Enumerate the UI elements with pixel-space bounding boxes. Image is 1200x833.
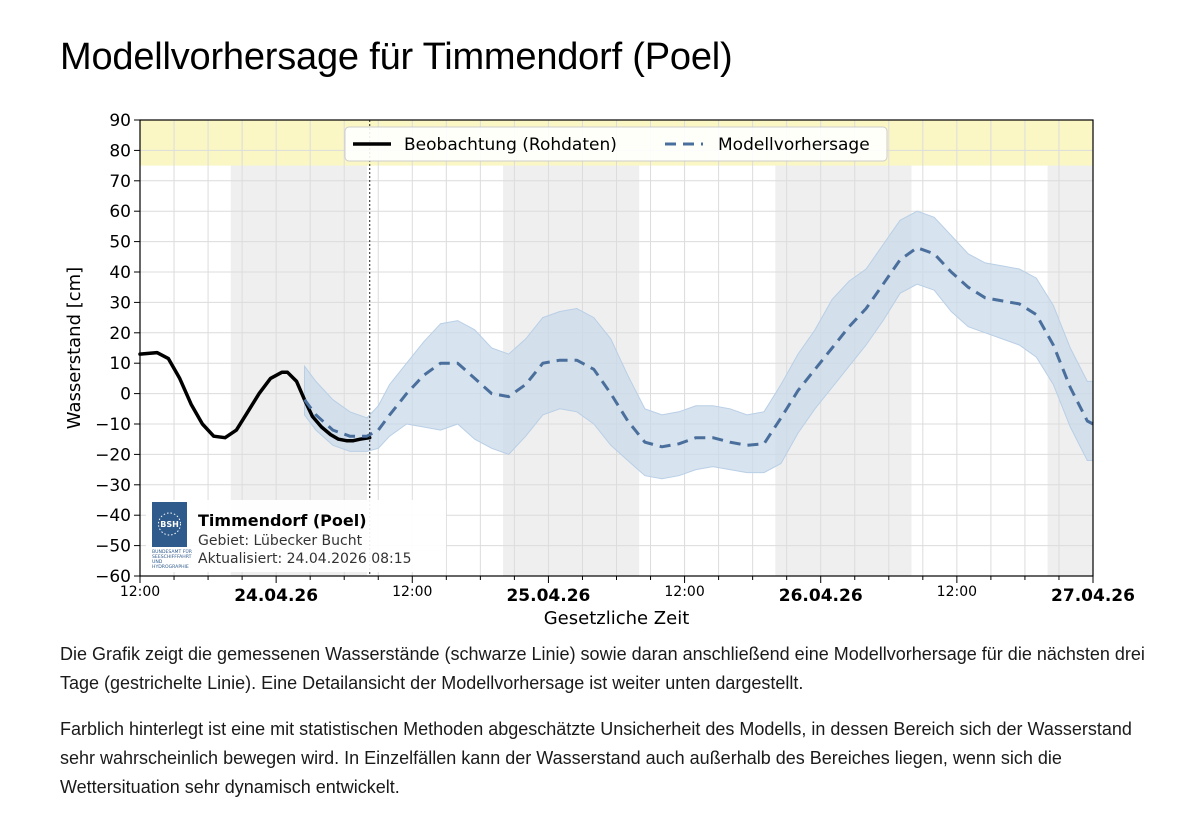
info-station-name: Timmendorf (Poel) (198, 511, 367, 530)
legend-box (344, 126, 888, 162)
bsh-logo-icon (152, 502, 187, 547)
y-tick-label: −60 (95, 567, 131, 587)
x-tick-label: 25.04.26 (506, 586, 590, 606)
info-area: Gebiet: Lübecker Bucht (198, 533, 363, 549)
y-tick-label: 60 (109, 202, 131, 222)
y-tick-label: 20 (109, 324, 131, 344)
info-box-bg (146, 500, 446, 572)
x-tick-label: 12:00 (664, 584, 704, 600)
y-tick-label: 0 (120, 385, 131, 405)
y-tick-label: 80 (109, 141, 131, 161)
x-tick-label: 12:00 (392, 584, 432, 600)
y-tick-label: 70 (109, 172, 131, 192)
forecast-line (303, 246, 1094, 449)
y-tick-label: −40 (95, 506, 131, 526)
description-paragraph-2: Farblich hinterlegt ist eine mit statist… (60, 719, 1132, 797)
y-tick-label: 30 (109, 293, 131, 313)
x-tick-label: 27.04.26 (1051, 586, 1135, 606)
y-tick-label: 40 (109, 263, 131, 283)
x-tick-label: 12:00 (120, 584, 160, 600)
x-tick-label: 12:00 (937, 584, 977, 600)
water-level-chart: 9080706050403020100−10−20−30−40−50−6012:… (64, 111, 1135, 629)
bsh-logo-ring (158, 512, 181, 536)
y-tick-label: −20 (95, 445, 131, 465)
y-tick-label: −30 (95, 476, 131, 496)
observation-line (138, 350, 372, 443)
legend-label-forecast: Modellvorhersage (718, 135, 870, 155)
page-title: Modellvorhersage für Timmendorf (Poel) (60, 36, 733, 78)
bsh-logo-text: BSH (160, 520, 179, 529)
bsh-logo-caption: BUNDESAMT FÜR SEESCHIFFFAHRT UND HYDROGRAPH… (152, 548, 193, 570)
y-tick-label: 10 (109, 354, 131, 374)
y-tick-label: −10 (95, 415, 131, 435)
description-paragraph-1: Die Grafik zeigt die gemessenen Wasserst… (60, 644, 1145, 693)
x-tick-label: 26.04.26 (779, 586, 863, 606)
y-axis-title: Wasserstand [cm] (64, 267, 85, 429)
info-updated: Aktualisiert: 24.04.2026 08:15 (198, 551, 412, 567)
y-tick-label: 50 (109, 233, 131, 253)
legend: Beobachtung (Rohdaten) Modellvorhersage (344, 126, 888, 162)
legend-label-observation: Beobachtung (Rohdaten) (404, 135, 617, 155)
station-info-box: BSH BUNDESAMT FÜR SEESCHIFFFAHRT UND HYDROGR… (146, 500, 446, 572)
x-tick-label: 24.04.26 (234, 586, 318, 606)
y-tick-label: −50 (95, 537, 131, 557)
x-axis-title: Gesetzliche Zeit (544, 608, 690, 629)
y-tick-label: 90 (109, 111, 131, 131)
